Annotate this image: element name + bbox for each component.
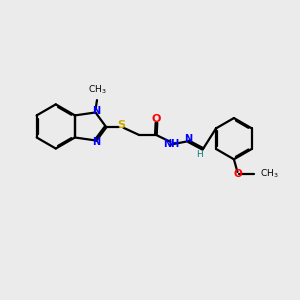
Text: N: N: [92, 136, 100, 147]
Text: O: O: [152, 114, 161, 124]
Text: NH: NH: [163, 139, 179, 149]
Text: CH$_3$: CH$_3$: [260, 167, 279, 180]
Text: S: S: [117, 120, 125, 130]
Text: O: O: [233, 169, 242, 179]
Text: CH$_3$: CH$_3$: [88, 83, 106, 96]
Text: H: H: [196, 150, 203, 159]
Text: N: N: [92, 106, 100, 116]
Text: N: N: [184, 134, 193, 144]
